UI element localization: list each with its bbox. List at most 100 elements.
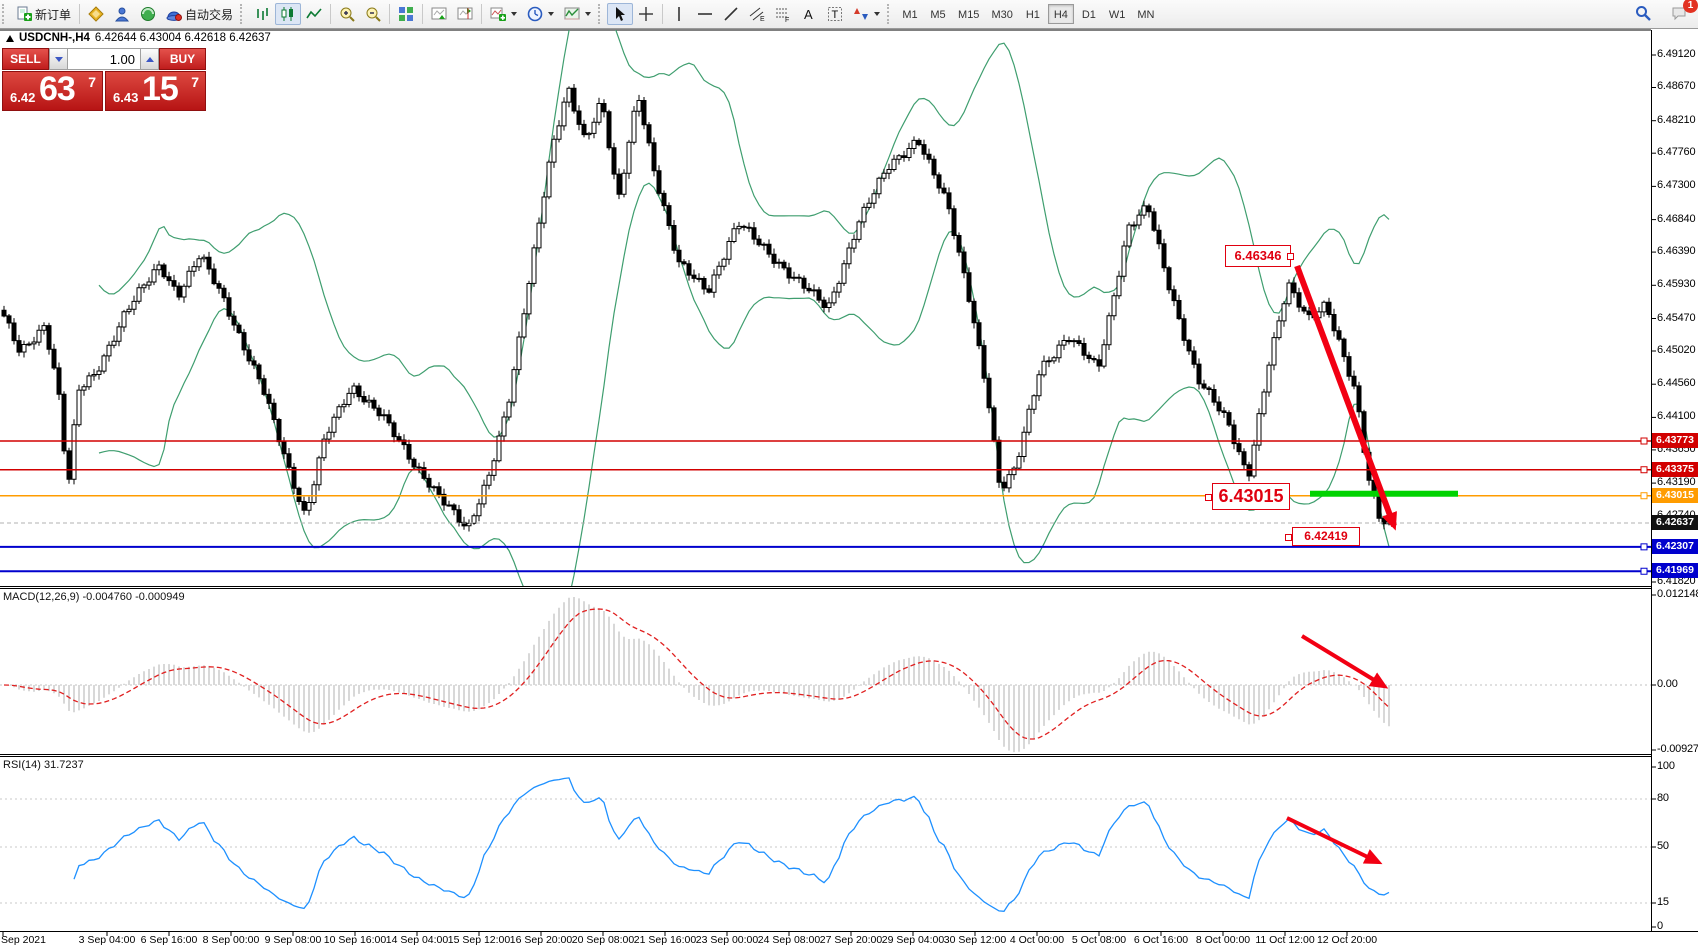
time-axis-label: 9 Sep 08:00 bbox=[264, 934, 322, 946]
chart-title: USDCNH-,H4 6.42644 6.43004 6.42618 6.426… bbox=[6, 32, 271, 44]
time-axis-label: 21 Sep 16:00 bbox=[633, 934, 697, 946]
vertical-line-icon bbox=[678, 7, 680, 21]
price-note-643015[interactable]: 6.43015 bbox=[1205, 483, 1290, 510]
zoom-out-icon bbox=[366, 7, 381, 22]
tile-windows-button[interactable] bbox=[393, 3, 419, 25]
note-handle[interactable] bbox=[1285, 534, 1292, 541]
time-axis-label: 11 Oct 12:00 bbox=[1255, 934, 1315, 946]
volume-input[interactable] bbox=[68, 48, 140, 70]
equidistant-channel-button[interactable]: E bbox=[744, 3, 770, 25]
timeframe-toolbar: M1 M5 M15 M30 H1 H4 D1 W1 MN bbox=[896, 4, 1160, 24]
zoom-in-button[interactable] bbox=[334, 3, 360, 25]
timeframe-button-H1[interactable]: H1 bbox=[1020, 4, 1046, 24]
arrows-icon bbox=[854, 8, 869, 20]
axis-tick-label: 6.46840 bbox=[1657, 212, 1696, 225]
market-watch-button[interactable] bbox=[83, 3, 109, 25]
timeframe-button-MN[interactable]: MN bbox=[1132, 4, 1159, 24]
bar-chart-icon bbox=[257, 8, 268, 20]
toolbar: 新订单 自动交易 bbox=[0, 0, 1698, 29]
timeframe-button-M1[interactable]: M1 bbox=[897, 4, 923, 24]
periods-button[interactable] bbox=[522, 3, 559, 25]
time-axis-label: Sep 2021 bbox=[1, 934, 46, 946]
arrows-button[interactable] bbox=[848, 3, 885, 25]
toolbar-grip[interactable] bbox=[887, 4, 894, 24]
crosshair-icon bbox=[639, 7, 654, 21]
search-button[interactable] bbox=[1630, 2, 1656, 24]
indicators-button[interactable] bbox=[485, 3, 522, 25]
autotrading-button[interactable]: 自动交易 bbox=[161, 3, 238, 25]
volume-increase-button[interactable] bbox=[140, 48, 159, 70]
crosshair-button[interactable] bbox=[633, 3, 659, 25]
note-handle[interactable] bbox=[1287, 253, 1294, 260]
line-chart-button[interactable] bbox=[301, 3, 327, 25]
time-axis-label: 10 Sep 16:00 bbox=[323, 934, 387, 946]
new-order-label: 新订单 bbox=[35, 7, 72, 22]
timeframe-button-M5[interactable]: M5 bbox=[925, 4, 951, 24]
time-axis-label: 20 Sep 08:00 bbox=[571, 934, 635, 946]
price-note-646346[interactable]: 6.46346 bbox=[1225, 245, 1294, 267]
horizontal-line-button[interactable] bbox=[692, 3, 718, 25]
timeframe-button-M15[interactable]: M15 bbox=[953, 4, 984, 24]
timeframe-button-W1[interactable]: W1 bbox=[1104, 4, 1131, 24]
volume-decrease-button[interactable] bbox=[49, 48, 68, 70]
axis-tick-label: 6.48670 bbox=[1657, 80, 1696, 93]
zoom-out-button[interactable] bbox=[360, 3, 386, 25]
time-axis-label: 16 Sep 20:00 bbox=[509, 934, 573, 946]
buy-price-display[interactable]: 6.43 15 7 bbox=[105, 70, 206, 111]
buy-button[interactable]: BUY bbox=[159, 48, 206, 70]
buy-price-small: 6.43 bbox=[113, 90, 139, 105]
new-order-button[interactable]: 新订单 bbox=[11, 3, 76, 25]
vertical-line-button[interactable] bbox=[666, 3, 692, 25]
time-axis-label: 8 Sep 00:00 bbox=[202, 934, 260, 946]
autotrading-label: 自动交易 bbox=[185, 7, 234, 22]
candlestick-chart-button[interactable] bbox=[275, 3, 302, 25]
price-note-642419[interactable]: 6.42419 bbox=[1285, 527, 1360, 546]
line-chart-icon bbox=[306, 8, 322, 19]
text-label-button[interactable]: T bbox=[822, 3, 848, 25]
time-axis-label: 23 Sep 00:00 bbox=[695, 934, 759, 946]
chart-shift-button[interactable] bbox=[452, 3, 478, 25]
timeframe-button-H4[interactable]: H4 bbox=[1047, 4, 1074, 24]
toolbar-separator bbox=[662, 4, 664, 24]
navigator-icon bbox=[115, 7, 130, 22]
note-handle[interactable] bbox=[1205, 494, 1212, 501]
text-button[interactable]: A bbox=[796, 3, 822, 25]
text-label-icon: T bbox=[828, 7, 843, 21]
toolbar-grip[interactable] bbox=[2, 4, 9, 24]
axis-tick-label: 0.00 bbox=[1657, 678, 1678, 690]
macd-indicator-label: MACD(12,26,9) -0.004760 -0.000949 bbox=[3, 591, 185, 603]
price-tag-6.43375: 6.43375 bbox=[1652, 461, 1698, 477]
templates-caret-icon bbox=[585, 12, 592, 16]
auto-scroll-button[interactable] bbox=[426, 3, 452, 25]
sell-button[interactable]: SELL bbox=[2, 48, 49, 70]
fibonacci-button[interactable]: F bbox=[770, 3, 796, 25]
navigator-button[interactable] bbox=[109, 3, 135, 25]
bar-chart-button[interactable] bbox=[249, 3, 275, 25]
terminal-button[interactable] bbox=[135, 3, 161, 25]
templates-button[interactable] bbox=[559, 3, 596, 25]
buy-price-big: 15 bbox=[142, 70, 179, 108]
periods-clock-icon bbox=[527, 6, 543, 22]
notifications-button[interactable]: 1 bbox=[1666, 0, 1698, 24]
time-axis-label: 30 Sep 12:00 bbox=[943, 934, 1007, 946]
time-axis-label: 3 Sep 04:00 bbox=[78, 934, 136, 946]
auto-scroll-icon bbox=[431, 7, 447, 20]
axis-tick-label: 50 bbox=[1657, 840, 1669, 852]
rsi-indicator-label: RSI(14) 31.7237 bbox=[3, 759, 84, 771]
axis-tick-label: 6.44100 bbox=[1657, 410, 1696, 423]
toolbar-grip[interactable] bbox=[598, 4, 605, 24]
horizontal-line-icon bbox=[698, 13, 713, 15]
price-tag-6.42637: 6.42637 bbox=[1652, 515, 1698, 531]
trendline-button[interactable] bbox=[718, 3, 744, 25]
timeframe-button-M30[interactable]: M30 bbox=[986, 4, 1017, 24]
price-tag-6.41969: 6.41969 bbox=[1652, 563, 1698, 579]
timeframe-button-D1[interactable]: D1 bbox=[1076, 4, 1102, 24]
time-axis-label: 14 Sep 04:00 bbox=[385, 934, 449, 946]
axis-tick-label: 6.45020 bbox=[1657, 343, 1696, 356]
sell-price-display[interactable]: 6.42 63 7 bbox=[2, 70, 103, 111]
buy-price-sup: 7 bbox=[191, 74, 199, 90]
cursor-button[interactable] bbox=[607, 3, 634, 25]
sell-price-big: 63 bbox=[39, 70, 76, 108]
toolbar-grip[interactable] bbox=[240, 4, 247, 24]
